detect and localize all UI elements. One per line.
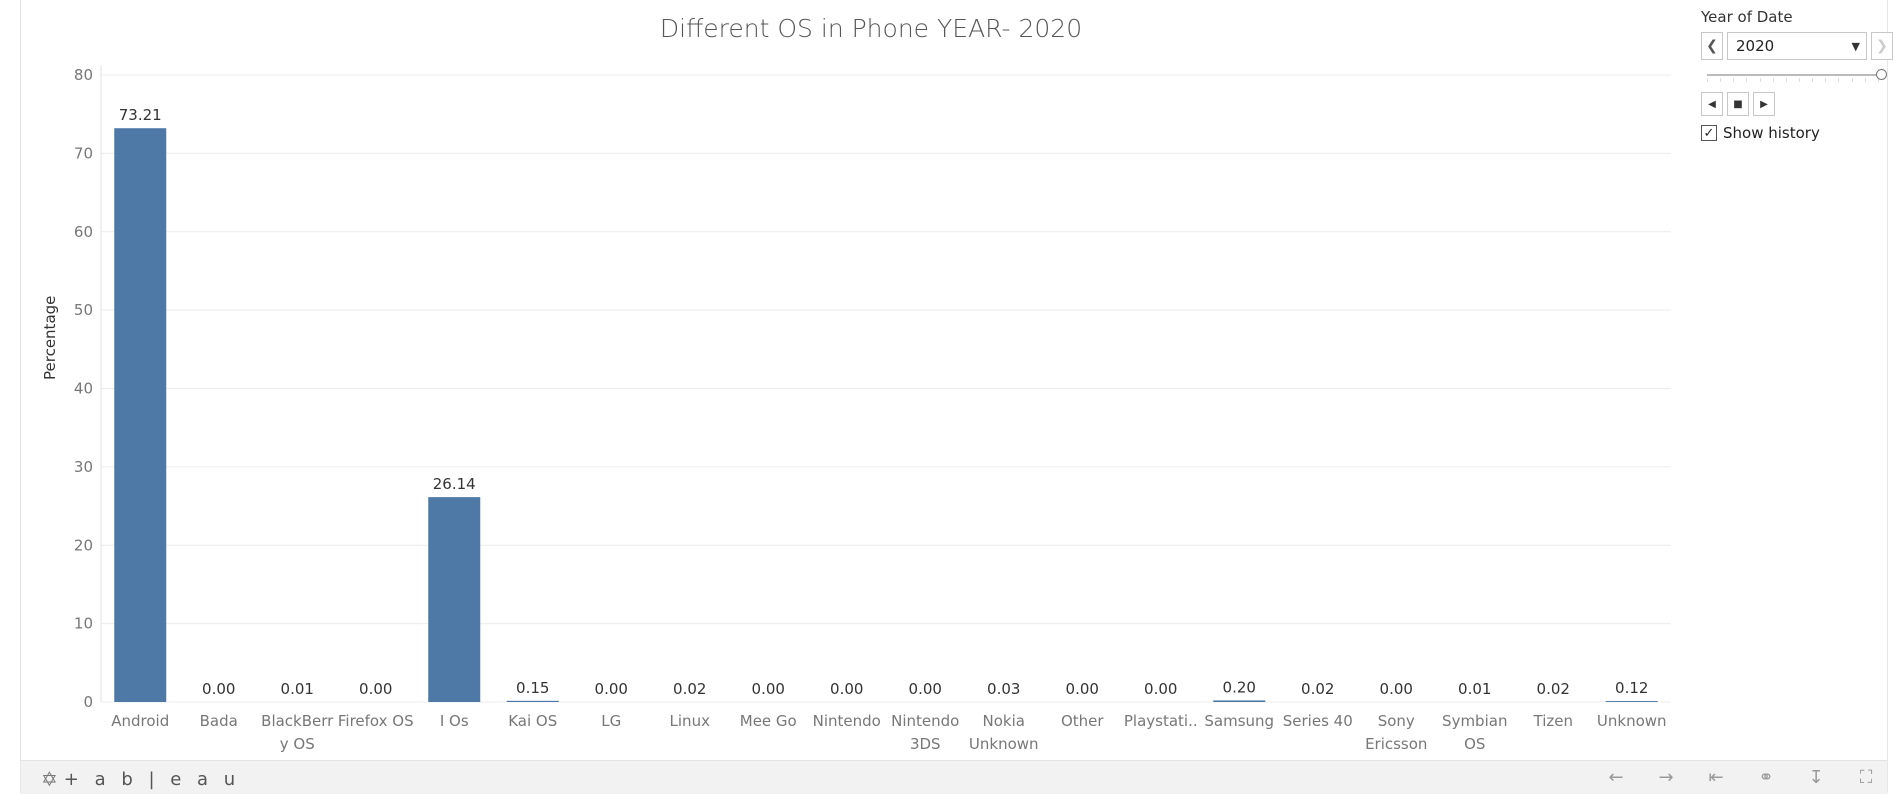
x-tick-label: Mee Go — [740, 712, 797, 730]
x-tick-label: LG — [601, 712, 621, 730]
y-tick-label: 20 — [74, 536, 93, 554]
year-select[interactable]: 2020 ▼ — [1727, 32, 1867, 60]
data-label: 0.00 — [909, 680, 942, 698]
play-backward-button[interactable]: ◀ — [1701, 92, 1723, 116]
tableau-logo-icon: ✡ — [41, 767, 58, 791]
x-tick-label: Unknown — [969, 735, 1039, 753]
data-label: 0.02 — [673, 680, 706, 698]
data-label: 0.00 — [1066, 680, 1099, 698]
x-tick-label: Other — [1061, 712, 1104, 730]
x-tick-label: Android — [111, 712, 169, 730]
bar — [114, 128, 167, 703]
data-label: 0.20 — [1223, 678, 1256, 696]
bar — [1213, 700, 1266, 702]
checkbox-icon[interactable]: ✓ — [1701, 125, 1717, 141]
undo-icon[interactable]: ← — [1608, 767, 1624, 788]
data-label: 73.21 — [119, 106, 162, 124]
tableau-logo[interactable]: ✡ + a b | e a u — [41, 767, 240, 791]
tableau-logo-text: + a b | e a u — [63, 768, 241, 790]
year-select-value: 2020 — [1736, 37, 1775, 55]
data-label: 0.01 — [1458, 680, 1491, 698]
bar — [1605, 701, 1658, 702]
play-backward-icon: ◀ — [1708, 98, 1716, 110]
filter-label: Year of Date — [1701, 8, 1793, 26]
data-label: 0.12 — [1615, 679, 1648, 697]
show-history-toggle[interactable]: ✓ Show history — [1701, 124, 1893, 142]
redo-icon[interactable]: → — [1658, 767, 1674, 788]
toolbar: ← → ⇤ ⚭ ↧ ⛶ — [1605, 767, 1877, 788]
data-label: 0.01 — [281, 680, 314, 698]
x-tick-label: Playstati.. — [1124, 712, 1198, 730]
x-tick-label: Samsung — [1204, 712, 1274, 730]
x-tick-label: Symbian — [1442, 712, 1507, 730]
x-tick-label: OS — [1464, 735, 1485, 753]
data-label: 0.00 — [830, 680, 863, 698]
slider-ticks — [1707, 78, 1879, 84]
bar-chart: 0 10 20 30 40 50 60 70 80 73.21 Android 0.00 Bada 0.0… — [74, 65, 1671, 753]
fullscreen-icon[interactable]: ⛶ — [1859, 767, 1873, 788]
year-filter-panel: Year of Date ❮ 2020 ▼ ❯ ◀ ■ ▶ ✓ Show his… — [1701, 8, 1893, 142]
chevron-left-icon: ❮ — [1706, 38, 1718, 54]
x-tick-label: Series 40 — [1283, 712, 1353, 730]
tableau-viz: 0 10 20 30 40 50 60 70 80 73.21 Android 0.00 Bada 0.0… — [20, 0, 1893, 794]
x-tick-label: Bada — [200, 712, 238, 730]
play-forward-button[interactable]: ▶ — [1753, 92, 1775, 116]
x-tick-label: Nokia — [983, 712, 1025, 730]
data-label: 0.00 — [752, 680, 785, 698]
year-slider[interactable] — [1707, 68, 1887, 82]
x-tick-label: Ericsson — [1365, 735, 1427, 753]
x-tick-label: Nintendo — [891, 712, 959, 730]
prev-year-button[interactable]: ❮ — [1701, 32, 1723, 60]
data-label: 0.00 — [1380, 680, 1413, 698]
stop-icon: ■ — [1733, 98, 1743, 110]
revert-icon[interactable]: ⇤ — [1708, 767, 1724, 788]
data-label: 0.00 — [359, 680, 392, 698]
data-label: 0.02 — [1301, 680, 1334, 698]
x-tick-label: I Os — [440, 712, 469, 730]
x-tick-label: BlackBerr — [261, 712, 334, 730]
data-label: 0.00 — [1144, 680, 1177, 698]
play-forward-icon: ▶ — [1760, 98, 1768, 110]
slider-track — [1707, 74, 1879, 76]
data-label: 0.00 — [595, 680, 628, 698]
x-tick-label: Unknown — [1597, 712, 1667, 730]
x-tick-label: y OS — [280, 735, 315, 753]
y-axis-label: Percentage — [41, 295, 59, 380]
data-label: 0.02 — [1537, 680, 1570, 698]
x-tick-label: Tizen — [1533, 712, 1573, 730]
bar — [428, 497, 481, 702]
bar — [506, 700, 559, 702]
dropdown-caret-icon: ▼ — [1851, 39, 1860, 53]
y-tick-label: 60 — [74, 223, 93, 241]
y-tick-label: 70 — [74, 144, 93, 162]
chevron-right-icon: ❯ — [1876, 38, 1888, 54]
y-tick-label: 0 — [83, 693, 93, 711]
data-label: 0.03 — [987, 680, 1020, 698]
data-label: 26.14 — [433, 475, 476, 493]
y-tick-label: 10 — [74, 615, 93, 633]
data-label: 0.00 — [202, 680, 235, 698]
stop-button[interactable]: ■ — [1727, 92, 1749, 116]
y-tick-label: 40 — [74, 380, 93, 398]
share-icon[interactable]: ⚭ — [1758, 767, 1774, 788]
x-tick-label: 3DS — [910, 735, 941, 753]
y-tick-label: 50 — [74, 301, 93, 319]
y-tick-label: 80 — [74, 66, 93, 84]
x-tick-label: Linux — [670, 712, 711, 730]
slider-thumb[interactable] — [1876, 69, 1887, 80]
x-tick-label: Firefox OS — [338, 712, 414, 730]
show-history-label: Show history — [1723, 124, 1820, 142]
chart-title: Different OS in Phone YEAR- 2020 — [659, 14, 1083, 43]
tableau-footer: ✡ + a b | e a u ← → ⇤ ⚭ ↧ ⛶ — [21, 760, 1887, 794]
x-tick-label: Nintendo — [813, 712, 881, 730]
y-tick-label: 30 — [74, 458, 93, 476]
data-label: 0.15 — [516, 679, 549, 697]
next-year-button[interactable]: ❯ — [1871, 32, 1893, 60]
playback-controls: ◀ ■ ▶ — [1701, 92, 1893, 116]
download-icon[interactable]: ↧ — [1808, 767, 1824, 788]
x-tick-label: Sony — [1378, 712, 1415, 730]
x-tick-label: Kai OS — [508, 712, 557, 730]
